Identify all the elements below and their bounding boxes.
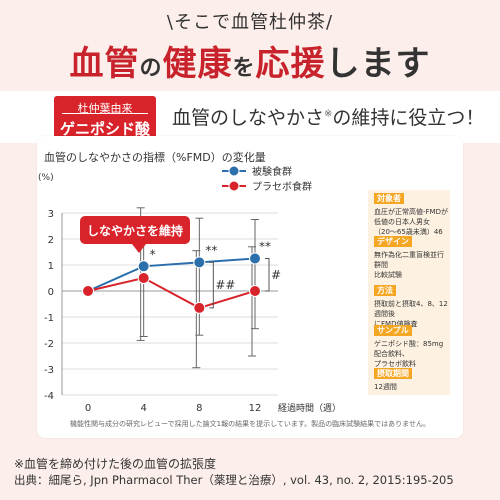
y-tick-label: -2	[44, 339, 54, 350]
y-tick-label: -4	[44, 391, 54, 402]
annotation-pointer	[132, 244, 146, 253]
significance-mark: ##	[215, 278, 235, 292]
significance-marks: * ** **###	[150, 240, 281, 309]
info-heading: 摂取期間	[374, 368, 412, 379]
series-line	[87, 276, 256, 309]
x-tick-label: 12	[249, 403, 262, 414]
x-axis-label: 経過時間（週）	[278, 402, 341, 414]
y-tick-label: -1	[44, 313, 54, 324]
legend-marker	[228, 165, 240, 177]
series-line	[87, 257, 256, 292]
headline-text2: の維持に役立つ！	[332, 107, 485, 129]
data-point	[82, 285, 94, 297]
badge-top-text: 杜仲葉由来	[77, 102, 133, 115]
significance-mark: #	[271, 268, 281, 282]
main-title-part4: を	[232, 56, 256, 81]
headline: 血管のしなやかさ※の維持に役立つ！	[172, 103, 484, 130]
chart-footnote: 機能性関与成分の研究レビューで採用した論文1報の結果を提示しています。製品の臨床…	[70, 420, 430, 428]
info-heading: サンプル	[374, 325, 412, 336]
info-text: ゲニポシド酸：85mg配合飲料、 プラセボ飲料	[374, 340, 444, 368]
significance-mark: **	[259, 240, 271, 254]
main-title-part3: 健康	[162, 44, 233, 84]
ingredient-badge: 杜仲葉由来 ゲニポシド酸	[54, 96, 156, 142]
data-points	[82, 252, 261, 314]
y-tick-label: 0	[48, 287, 54, 298]
series-lines	[87, 257, 256, 309]
main-title-part5: 応援	[255, 44, 326, 84]
data-point	[137, 272, 150, 284]
x-tick-label: 8	[196, 403, 202, 414]
x-tick-label: 0	[85, 403, 91, 414]
annotation-box	[80, 216, 190, 244]
main-title-part1: 血管	[69, 44, 140, 84]
chart-title: 血管のしなやかさの指標（%FMD）の変化量	[44, 151, 266, 164]
info-heading: デザイン	[374, 236, 412, 247]
pre-title: \そこで血管杜仲茶/	[166, 12, 334, 33]
data-point	[193, 256, 206, 269]
legend-marker	[228, 180, 240, 192]
y-axis-label: (%)	[38, 173, 54, 183]
info-heading: 方法	[374, 285, 396, 296]
legend-label: 被験食群	[252, 165, 292, 178]
main-title: 血管の健康を応援します	[0, 36, 500, 85]
y-tick-label: -3	[44, 365, 54, 376]
badge-divider	[62, 113, 148, 114]
info-text: 12週間	[374, 383, 397, 391]
badge-main-text: ゲニポシド酸	[59, 120, 150, 138]
y-tick-label: 3	[48, 209, 54, 220]
info-text: 摂取前と摂取4、8、12週間後 にFMD値検査	[374, 300, 448, 328]
significance-mark: **	[205, 243, 217, 257]
annotation-text: しなやかさを維持	[87, 223, 183, 238]
data-point	[249, 285, 261, 297]
y-tick-label: 2	[48, 235, 54, 246]
data-point	[249, 252, 261, 265]
data-point	[193, 301, 206, 314]
main-title-part2: の	[139, 56, 163, 81]
annotation-callout: しなやかさを維持	[80, 216, 190, 253]
significance-bracket	[209, 261, 214, 309]
info-heading: 対象者	[374, 193, 404, 204]
x-tick-label: 4	[140, 403, 146, 414]
reference-note: ※血管を締め付けた後の血管の拡張度	[14, 457, 217, 471]
headline-text: 血管のしなやかさ	[172, 107, 325, 129]
info-text: 無作為化二重盲検並行群間 比較試験	[374, 251, 444, 279]
data-point	[137, 260, 150, 273]
headline-mark: ※	[324, 108, 333, 120]
legend-label: プラセボ食群	[252, 180, 312, 193]
reference-source: 出典：細尾ら, Jpn Pharmacol Ther（薬理と治療）, vol. …	[14, 473, 454, 487]
main-title-part6: します	[325, 44, 431, 84]
significance-mark: *	[150, 247, 156, 261]
y-tick-label: 1	[48, 261, 54, 272]
significance-bracket	[265, 258, 270, 292]
